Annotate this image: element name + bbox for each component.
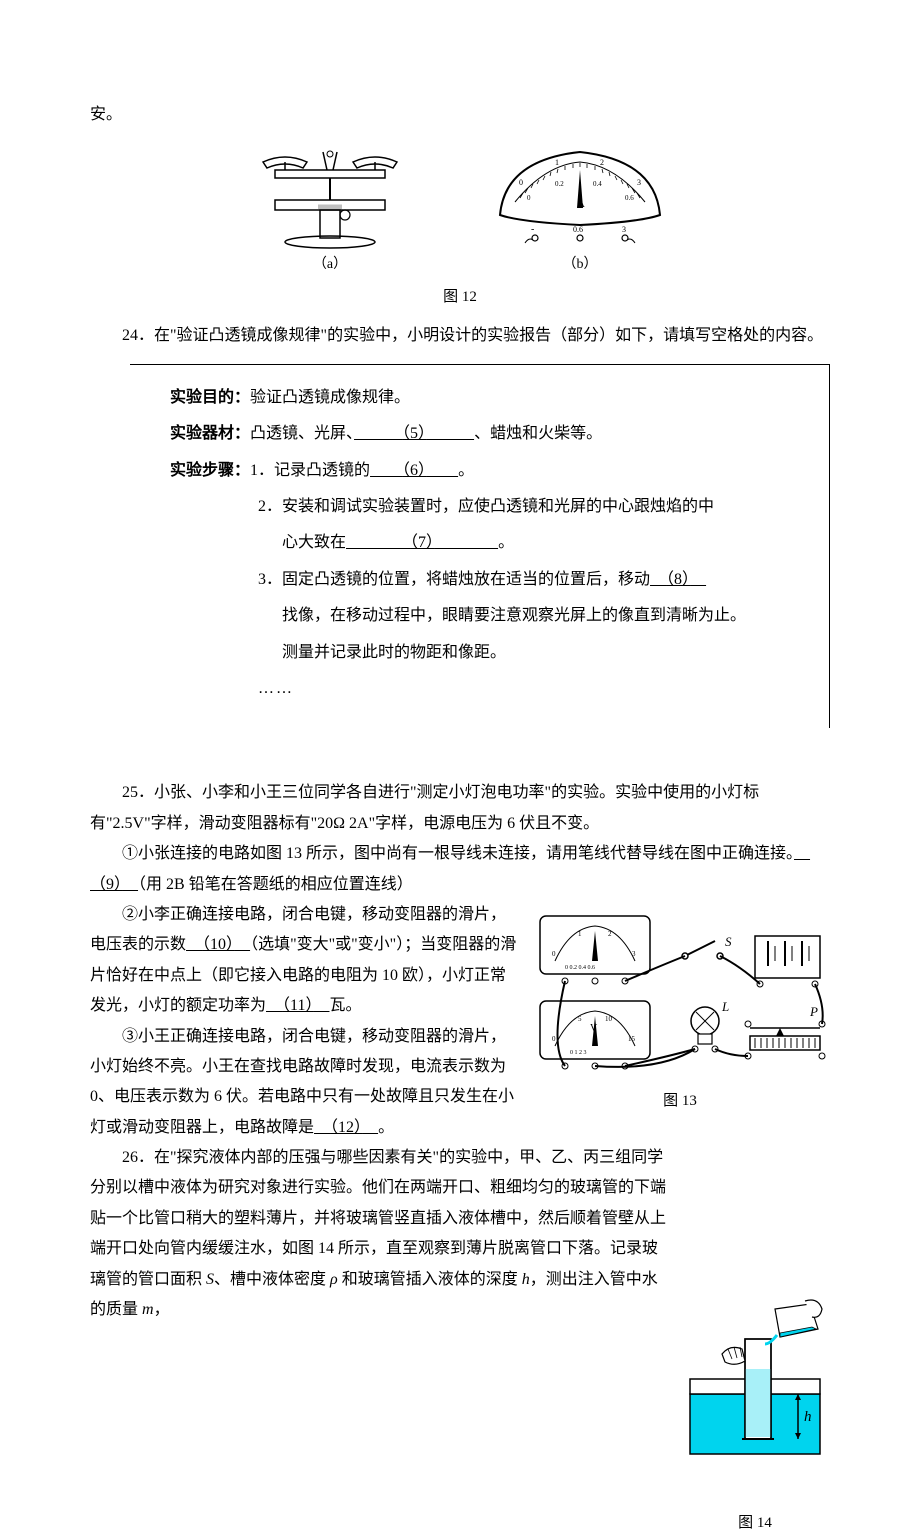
svg-text:0.6: 0.6 <box>625 194 634 202</box>
circuit-icon: 0 1 2 3 0 0.2 0.4 0.6 V 0 5 10 15 0 1 2 3 S <box>530 906 830 1081</box>
q26-var-h: h <box>522 1271 530 1288</box>
intro-fragment: 安。 <box>90 100 830 130</box>
svg-text:3: 3 <box>622 225 626 234</box>
svg-text:2: 2 <box>600 158 604 167</box>
svg-text:3: 3 <box>632 950 636 958</box>
figure-12b: 0 1 2 3 0 0.2 0.4 0.6 A - 0.6 3 （b） <box>485 140 675 279</box>
q24-step2-l2: 心大致在 （7） 。 <box>258 528 800 558</box>
svg-text:-: - <box>531 224 534 235</box>
q24-blank-7[interactable]: （7） <box>346 534 498 551</box>
q24-blank-5[interactable]: （5） <box>354 425 474 442</box>
q26-t3: 和玻璃管插入液体的深度 <box>338 1271 522 1288</box>
svg-text:||||||||||||||||||||||||: |||||||||||||||||||||||| <box>318 205 342 210</box>
svg-text:0: 0 <box>552 950 556 958</box>
q24-step3-l3: 测量并记录此时的物距和像距。 <box>258 638 800 668</box>
svg-text:0.2: 0.2 <box>555 180 564 188</box>
figure-12a: |||||||||||||||||||||||| （a） <box>245 140 415 279</box>
q25-num: 25． <box>122 784 154 801</box>
figure-12-caption: 图 12 <box>90 283 830 312</box>
q24-equip-2: 、蜡烛和火柴等。 <box>474 425 602 442</box>
svg-text:P: P <box>809 1004 818 1019</box>
figure-12b-caption: （b） <box>563 252 598 279</box>
q24-blank-6[interactable]: （6） <box>370 462 458 479</box>
svg-text:2: 2 <box>608 930 612 938</box>
svg-text:0.4: 0.4 <box>593 180 602 188</box>
q25-blank-12[interactable]: （12） <box>314 1119 378 1136</box>
q25-blank-11[interactable]: （11） <box>266 997 329 1014</box>
svg-text:L: L <box>721 999 729 1014</box>
svg-text:15: 15 <box>628 1035 636 1043</box>
q26: h 图 14 26．在"探究液体内部的压强与哪些因素有关"的实验中，甲、乙、丙三… <box>90 1143 830 1325</box>
q24-step2-l1: 2．安装和调试实验装置时，应使凸透镜和光屏的中心跟烛焰的中 <box>258 492 800 522</box>
q24-equip: 实验器材：凸透镜、光屏、 （5） 、蜡烛和火柴等。 <box>170 419 800 449</box>
q25-blank-10[interactable]: （10） <box>186 936 250 953</box>
svg-text:A: A <box>577 198 585 210</box>
q24-step1-post: 。 <box>458 462 474 479</box>
figure-12a-caption: （a） <box>313 252 347 279</box>
figure-13-caption: 图 13 <box>530 1087 830 1116</box>
q25-p1: ①小张连接的电路如图 13 所示，图中尚有一根导线未连接，请用笔线代替导线在图中… <box>90 839 830 900</box>
q25-intro: 25．小张、小李和小王三位同学各自进行"测定小灯泡电功率"的实验。实验中使用的小… <box>90 778 830 839</box>
q25-text1: 小张、小李和小王三位同学各自进行"测定小灯泡电功率"的实验。实验中使用的小灯标有… <box>90 784 759 831</box>
svg-text:V: V <box>590 1023 598 1034</box>
balance-scale-icon: |||||||||||||||||||||||| <box>245 140 415 250</box>
svg-text:0.6: 0.6 <box>573 225 583 234</box>
q24-equip-label: 实验器材： <box>170 425 250 442</box>
svg-text:3: 3 <box>637 178 641 187</box>
figure-12-row: |||||||||||||||||||||||| （a） <box>90 140 830 279</box>
q24-body: 在"验证凸透镜成像规律"的实验中，小明设计的实验报告（部分）如下，请填写空格处的… <box>154 327 823 344</box>
q24-num: 24． <box>122 327 154 344</box>
q26-t5: ， <box>154 1301 170 1318</box>
svg-text:1: 1 <box>555 158 559 167</box>
svg-text:0 0.2 0.4 0.6: 0 0.2 0.4 0.6 <box>565 965 595 971</box>
q24-equip-1: 凸透镜、光屏、 <box>250 425 354 442</box>
svg-text:5: 5 <box>578 1015 582 1023</box>
figure-14: h 图 14 <box>680 1299 830 1538</box>
svg-text:h: h <box>804 1409 812 1425</box>
svg-text:1: 1 <box>578 930 582 938</box>
q26-var-m: m <box>142 1301 154 1318</box>
figure-14-caption: 图 14 <box>680 1509 830 1538</box>
q26-var-S: S <box>206 1271 214 1288</box>
q24-step3-l1: 3．固定凸透镜的位置，将蜡烛放在适当的位置后，移动 （8） <box>258 565 800 595</box>
q26-text: 26．在"探究液体内部的压强与哪些因素有关"的实验中，甲、乙、丙三组同学分别以槽… <box>90 1143 830 1325</box>
q24-step1: 实验步骤：1．记录凸透镜的 （6） 。 <box>170 456 800 486</box>
q26-t1: 在"探究液体内部的压强与哪些因素有关"的实验中，甲、乙、丙三组同学分别以槽中液体… <box>90 1149 666 1288</box>
liquid-tube-icon: h <box>680 1299 830 1459</box>
q24-purpose: 实验目的：验证凸透镜成像规律。 <box>170 383 800 413</box>
q24-text: 24．在"验证凸透镜成像规律"的实验中，小明设计的实验报告（部分）如下，请填写空… <box>90 321 830 351</box>
svg-text:0: 0 <box>527 194 531 202</box>
svg-text:10: 10 <box>605 1015 613 1023</box>
q24-box: 实验目的：验证凸透镜成像规律。 实验器材：凸透镜、光屏、 （5） 、蜡烛和火柴等… <box>130 364 830 729</box>
q26-num: 26． <box>122 1149 154 1166</box>
svg-text:0: 0 <box>519 178 523 187</box>
q24-step1-pre: 1．记录凸透镜的 <box>250 462 370 479</box>
svg-text:0: 0 <box>552 1035 556 1043</box>
q24-purpose-text: 验证凸透镜成像规律。 <box>250 389 410 406</box>
q24-purpose-label: 实验目的： <box>170 389 250 406</box>
q24-blank-8[interactable]: （8） <box>650 571 706 588</box>
q24-dots: …… <box>258 674 800 704</box>
svg-text:0 1 2 3: 0 1 2 3 <box>570 1050 587 1056</box>
q26-t2: 、槽中液体密度 <box>214 1271 330 1288</box>
q26-var-rho: ρ <box>330 1271 338 1288</box>
q25: 25．小张、小李和小王三位同学各自进行"测定小灯泡电功率"的实验。实验中使用的小… <box>90 778 830 1143</box>
q24-steps-rest: 2．安装和调试实验装置时，应使凸透镜和光屏的中心跟烛焰的中 心大致在 （7） 。… <box>170 492 800 704</box>
q24-steps-label: 实验步骤： <box>170 462 250 479</box>
figure-13: 0 1 2 3 0 0.2 0.4 0.6 V 0 5 10 15 0 1 2 3 S <box>530 906 830 1116</box>
q24-step3-l2: 找像，在移动过程中，眼睛要注意观察光屏上的像直到清晰为止。 <box>258 601 800 631</box>
ammeter-icon: 0 1 2 3 0 0.2 0.4 0.6 A - 0.6 3 <box>485 140 675 250</box>
svg-text:S: S <box>725 934 732 949</box>
